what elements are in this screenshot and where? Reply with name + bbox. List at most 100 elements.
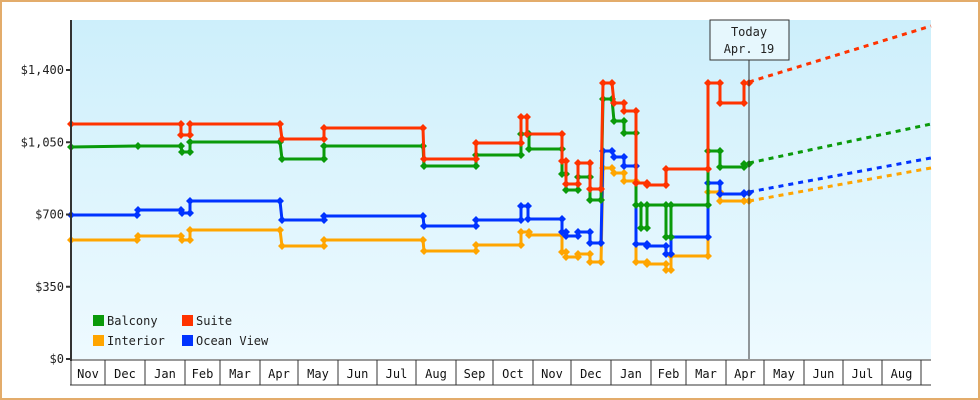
data-point-marker <box>740 160 748 168</box>
y-tick-label: $1,400 <box>21 63 64 77</box>
x-axis: Nov Dec Jan Feb Mar Apr May Jun Jul Aug Sep Oct Nov D… <box>70 359 931 386</box>
data-point-marker <box>704 252 712 260</box>
data-point-marker <box>524 215 532 223</box>
data-point-marker <box>472 222 480 230</box>
data-point-marker <box>186 138 194 146</box>
data-point-marker <box>276 120 284 128</box>
legend-label: Balcony <box>107 314 158 328</box>
x-month-label: Apr <box>268 367 290 381</box>
legend: Balcony Suite Interior Ocean View <box>93 314 269 348</box>
data-point-marker <box>562 248 570 256</box>
data-point-marker <box>178 148 186 156</box>
data-point-marker <box>524 202 532 210</box>
data-point-marker <box>599 79 607 87</box>
data-point-marker <box>597 239 605 247</box>
data-point-marker <box>662 165 670 173</box>
data-point-marker <box>134 232 142 240</box>
today-marker: Today Apr. 19 <box>709 19 790 359</box>
data-point-marker <box>620 153 628 161</box>
data-point-marker <box>472 216 480 224</box>
x-month-label: Jun <box>813 367 835 381</box>
data-point-marker <box>597 258 605 266</box>
data-point-marker <box>134 142 142 150</box>
data-point-marker <box>716 79 724 87</box>
data-point-marker <box>662 181 670 189</box>
legend-item-ocean-view[interactable]: Ocean View <box>182 334 269 348</box>
data-point-marker <box>278 242 286 250</box>
data-point-marker <box>320 155 328 163</box>
data-point-marker <box>662 250 670 258</box>
y-tick-label: $700 <box>35 208 64 222</box>
data-point-marker <box>472 162 480 170</box>
legend-swatch-icon <box>93 315 104 326</box>
x-month-label: Mar <box>695 367 717 381</box>
data-point-marker <box>610 153 618 161</box>
data-point-marker <box>562 232 570 240</box>
data-point-marker <box>586 228 594 236</box>
y-tick-label: $1,050 <box>21 135 64 149</box>
data-point-marker <box>586 258 594 266</box>
data-point-marker <box>740 197 748 205</box>
data-point-marker <box>667 266 675 274</box>
data-point-marker <box>517 113 525 121</box>
data-point-marker <box>472 155 480 163</box>
data-point-marker <box>178 209 186 217</box>
data-point-marker <box>278 155 286 163</box>
data-point-marker <box>620 107 628 115</box>
data-point-marker <box>716 147 724 155</box>
data-point-marker <box>637 224 645 232</box>
data-point-marker <box>704 201 712 209</box>
data-point-marker <box>620 162 628 170</box>
x-month-label: Dec <box>114 367 136 381</box>
data-point-marker <box>276 226 284 234</box>
today-date: Apr. 19 <box>724 42 775 56</box>
data-point-marker <box>632 258 640 266</box>
data-point-marker <box>704 165 712 173</box>
data-point-marker <box>667 250 675 258</box>
data-point-marker <box>716 190 724 198</box>
data-point-marker <box>632 107 640 115</box>
data-point-marker <box>276 197 284 205</box>
data-point-marker <box>574 250 582 258</box>
x-month-label: Dec <box>580 367 602 381</box>
legend-item-balcony[interactable]: Balcony <box>93 314 158 328</box>
data-point-marker <box>740 99 748 107</box>
data-point-marker <box>716 197 724 205</box>
forecast-line <box>748 24 932 84</box>
data-point-marker <box>178 236 186 244</box>
data-point-marker <box>134 206 142 214</box>
data-point-marker <box>662 233 670 241</box>
series-layer <box>67 24 932 274</box>
data-point-marker <box>419 212 427 220</box>
x-month-label: Jul <box>386 367 408 381</box>
data-point-marker <box>632 201 640 209</box>
legend-swatch-icon <box>182 335 193 346</box>
legend-item-suite[interactable]: Suite <box>182 314 232 328</box>
data-point-marker <box>620 177 628 185</box>
data-point-marker <box>419 124 427 132</box>
data-point-marker <box>610 169 618 177</box>
data-point-marker <box>574 159 582 167</box>
legend-item-interior[interactable]: Interior <box>93 334 165 348</box>
data-point-marker <box>186 209 194 217</box>
data-point-marker <box>186 197 194 205</box>
x-month-label: Jan <box>620 367 642 381</box>
y-tick-label: $350 <box>35 280 64 294</box>
x-month-label: Nov <box>77 367 99 381</box>
series-ocean-view <box>67 147 932 258</box>
data-point-marker <box>662 266 670 274</box>
data-point-marker <box>320 242 328 250</box>
series-interior <box>67 164 932 274</box>
data-point-marker <box>637 201 645 209</box>
data-point-marker <box>525 231 533 239</box>
data-point-marker <box>610 99 618 107</box>
data-point-marker <box>620 169 628 177</box>
forecast-line <box>748 166 932 203</box>
data-point-marker <box>662 201 670 209</box>
data-point-marker <box>632 240 640 248</box>
data-point-marker <box>740 189 748 197</box>
data-point-marker <box>562 157 570 165</box>
data-point-marker <box>643 224 651 232</box>
data-point-marker <box>620 99 628 107</box>
series-suite <box>67 24 932 193</box>
